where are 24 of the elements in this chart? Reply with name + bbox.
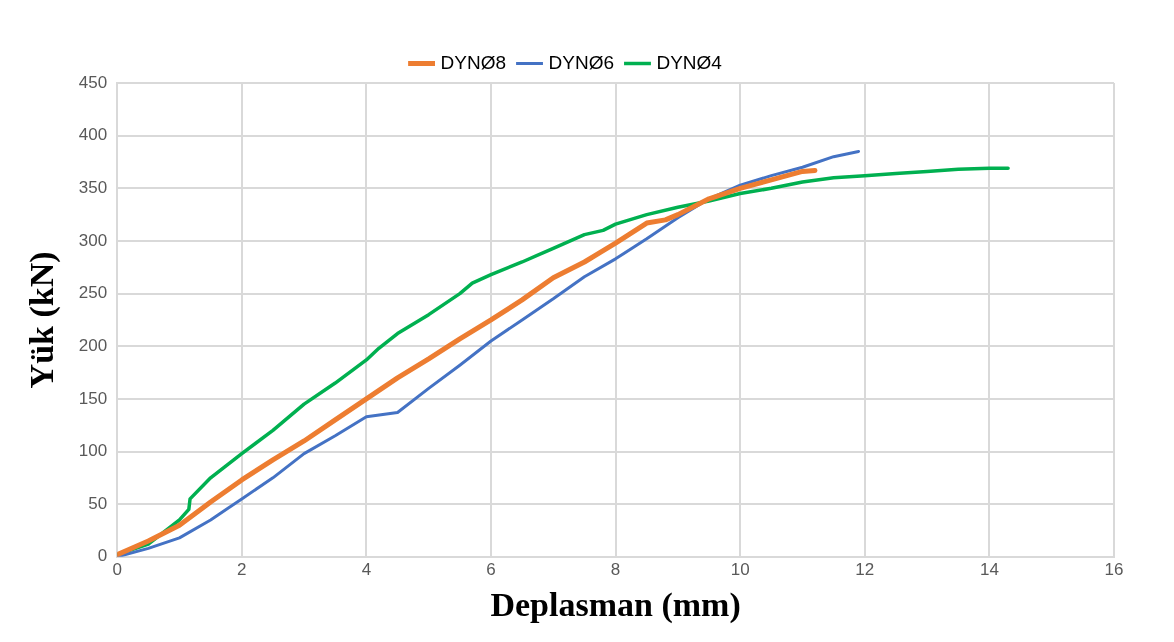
y-tick-label: 400 [78,125,108,145]
x-tick-label: 8 [610,559,621,579]
legend-label: DYNØ6 [548,51,614,73]
y-tick-label: 50 [88,493,108,513]
y-tick-label: 250 [78,283,108,303]
x-axis-title: Deplasman (mm) [490,586,741,625]
x-tick-label: 0 [112,559,122,579]
x-tick-label: 4 [361,559,372,579]
y-tick-label: 200 [78,335,108,355]
y-tick-label: 300 [78,230,108,250]
y-tick-label: 350 [78,177,108,197]
x-tick-label: 12 [855,559,875,579]
legend-label: DYNØ4 [656,51,723,73]
x-tick-label: 2 [237,559,247,579]
y-axis-title: Yük (kN) [23,251,62,389]
legend-label: DYNØ8 [440,51,507,73]
y-tick-label: 150 [78,388,108,408]
x-tick-label: 16 [1104,559,1124,579]
y-tick-label: 0 [97,546,108,566]
x-tick-label: 10 [730,559,750,579]
x-tick-label: 6 [486,559,496,579]
y-tick-label: 450 [78,72,108,92]
x-tick-label: 14 [979,559,999,579]
y-tick-label: 100 [78,441,108,461]
